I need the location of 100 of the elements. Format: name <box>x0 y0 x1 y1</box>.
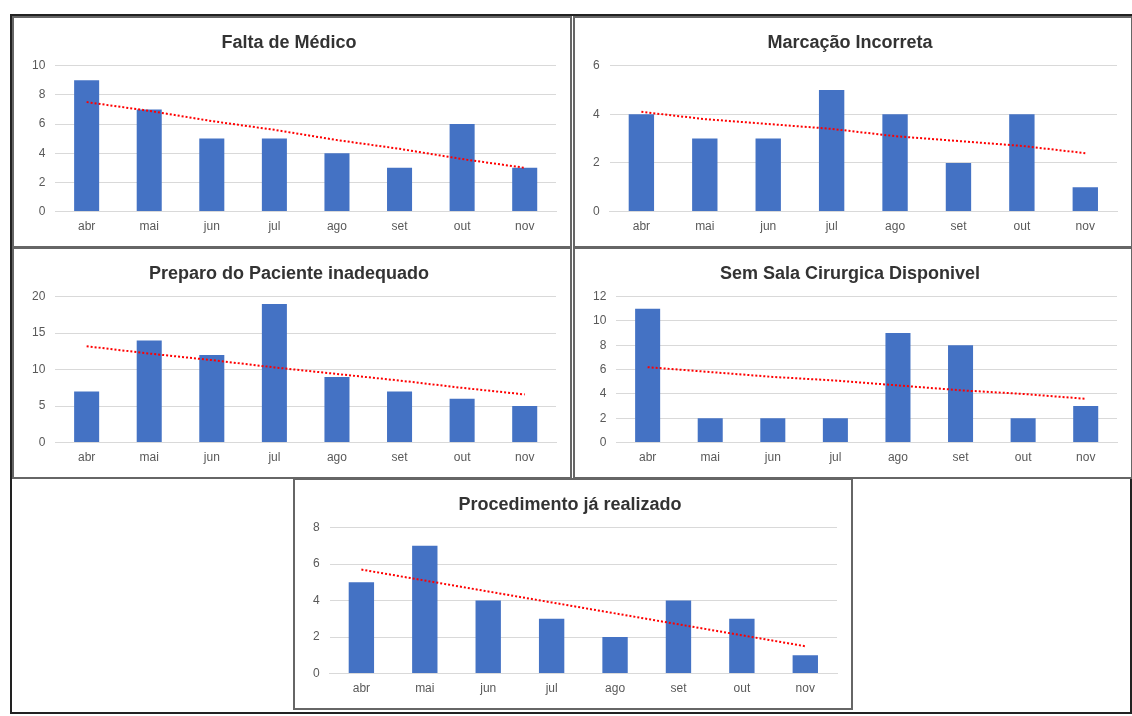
line-series <box>85 101 526 169</box>
bar <box>261 303 287 443</box>
x-tick-label: ago <box>887 450 909 465</box>
bar <box>136 340 162 443</box>
bar <box>324 153 350 212</box>
y-tick-label: 6 <box>38 116 46 131</box>
y-tick-label: 10 <box>592 313 607 328</box>
bar <box>387 391 413 443</box>
x-tick-label: mai <box>139 219 159 234</box>
x-tick-label: abr <box>632 219 651 234</box>
x-tick-label: nov <box>1075 219 1095 234</box>
y-tick-label: 0 <box>38 434 46 449</box>
y-tick-label: 6 <box>312 556 320 571</box>
bar <box>449 124 475 212</box>
x-tick-label: jun <box>763 450 781 465</box>
x-tick-label: abr <box>77 450 96 465</box>
x-tick-label: set <box>391 450 409 465</box>
x-tick-label: jun <box>479 681 497 696</box>
x-tick-label: jun <box>759 219 777 234</box>
bar <box>729 618 755 674</box>
bar <box>74 80 100 212</box>
x-tick-label: mai <box>139 450 159 465</box>
bar <box>1010 418 1036 443</box>
y-tick-label: 8 <box>312 519 320 534</box>
line-series <box>360 568 807 648</box>
x-tick-label: jul <box>267 450 281 465</box>
x-tick-label: mai <box>700 450 720 465</box>
x-tick-label: out <box>453 450 472 465</box>
y-tick-label: 5 <box>38 398 46 413</box>
bar <box>387 167 413 212</box>
bar <box>948 345 974 443</box>
y-tick-label: 12 <box>592 288 607 303</box>
bar <box>882 114 908 212</box>
y-tick-label: 15 <box>31 325 46 340</box>
bar <box>635 308 661 443</box>
x-tick-label: set <box>950 219 968 234</box>
x-tick-label: ago <box>326 450 348 465</box>
x-tick-label: out <box>453 219 472 234</box>
y-tick-label: 4 <box>592 106 600 121</box>
x-tick-label: nov <box>795 681 815 696</box>
x-tick-label: jun <box>202 450 220 465</box>
bar <box>449 398 475 443</box>
bar <box>822 418 848 443</box>
y-tick-label: 6 <box>599 361 607 376</box>
x-tick-label: ago <box>885 219 906 234</box>
bar <box>512 406 538 443</box>
bar <box>136 109 162 212</box>
bar <box>945 162 972 212</box>
x-tick-label: out <box>1014 450 1033 465</box>
line-series <box>85 345 526 396</box>
x-tick-label: set <box>391 219 409 234</box>
x-tick-label: abr <box>352 681 371 696</box>
y-tick-label: 8 <box>599 337 607 352</box>
y-tick-label: 2 <box>312 629 320 644</box>
y-tick-label: 0 <box>312 665 320 680</box>
y-tick-label: 10 <box>31 57 46 72</box>
bar <box>1072 187 1098 212</box>
y-tick-label: 4 <box>599 386 607 401</box>
bar <box>692 138 718 212</box>
y-tick-label: 2 <box>592 155 600 170</box>
bar <box>665 600 692 674</box>
bar <box>538 618 565 674</box>
y-tick-label: 4 <box>312 592 320 607</box>
x-tick-label: jul <box>544 681 558 696</box>
chart-title: Sem Sala Cirurgica Disponivel <box>719 262 981 283</box>
y-tick-label: 20 <box>31 288 46 303</box>
y-tick-label: 8 <box>38 87 46 102</box>
bar <box>261 138 287 212</box>
y-tick-label: 0 <box>599 434 607 449</box>
bar <box>792 655 818 674</box>
bar <box>199 355 225 443</box>
chart-title: Marcação Incorreta <box>767 31 934 52</box>
y-tick-label: 10 <box>31 361 46 376</box>
y-tick-label: 2 <box>599 410 607 425</box>
x-tick-label: nov <box>515 219 535 234</box>
x-tick-label: ago <box>326 219 348 234</box>
bar <box>199 138 225 212</box>
x-tick-label: mai <box>415 681 435 696</box>
y-tick-label: 6 <box>592 57 600 72</box>
x-tick-label: ago <box>605 681 626 696</box>
bar <box>697 418 723 443</box>
x-tick-label: jun <box>202 219 220 234</box>
bar <box>885 333 911 443</box>
x-tick-label: out <box>1013 219 1031 234</box>
bar <box>1009 114 1035 212</box>
bar <box>512 167 538 212</box>
bar <box>348 582 375 674</box>
x-tick-label: set <box>952 450 970 465</box>
bar <box>1073 406 1099 443</box>
bar <box>818 89 845 212</box>
bar <box>628 114 655 212</box>
x-tick-label: abr <box>77 219 96 234</box>
chart-title: Falta de Médico <box>221 31 357 52</box>
y-tick-label: 0 <box>592 203 600 218</box>
bar <box>760 418 786 443</box>
x-tick-label: jul <box>824 219 838 234</box>
x-tick-label: jul <box>828 450 842 465</box>
x-tick-label: mai <box>695 219 715 234</box>
bar <box>602 637 628 674</box>
bar <box>324 376 350 443</box>
